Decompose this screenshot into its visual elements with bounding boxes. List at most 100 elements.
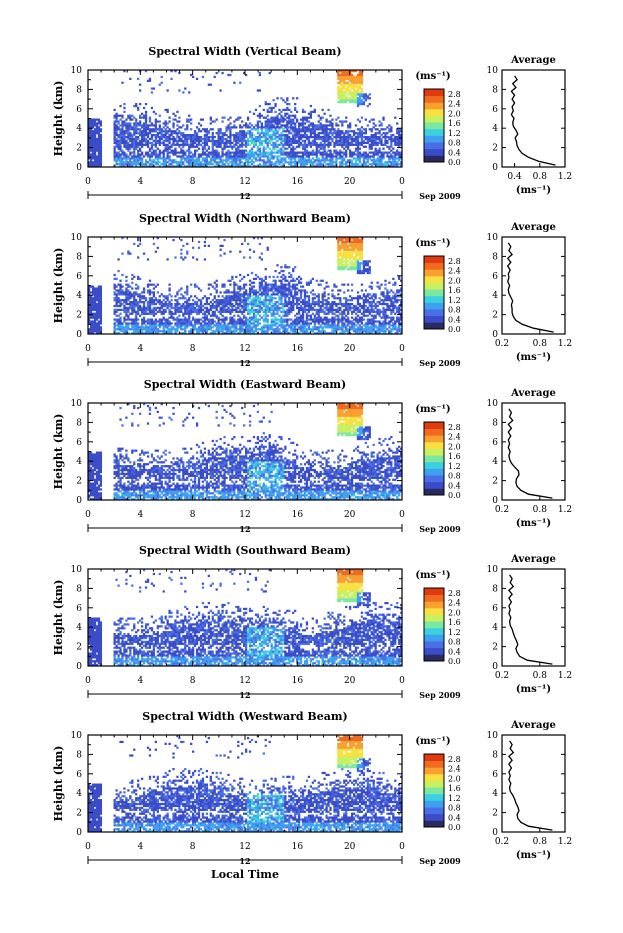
colorbar-tick-label: 1.6 bbox=[448, 452, 461, 461]
colorbar-tick-label: 1.6 bbox=[448, 119, 461, 128]
x-axis-label: Local Time bbox=[211, 868, 279, 881]
colorbar-swatch bbox=[424, 462, 444, 469]
average-title: Average bbox=[510, 55, 556, 66]
heatmap-cells bbox=[88, 237, 402, 334]
average-y-tick-label: 8 bbox=[492, 750, 498, 760]
colorbar-swatch bbox=[424, 468, 444, 475]
colorbar-swatch bbox=[424, 601, 444, 608]
colorbar-swatch bbox=[424, 283, 444, 290]
average-x-tick-label: 0.8 bbox=[533, 837, 548, 847]
average-y-tick-label: 2 bbox=[492, 643, 498, 653]
average-y-tick-label: 8 bbox=[492, 85, 498, 95]
y-axis-label: Height (km) bbox=[52, 248, 65, 324]
colorbar-swatch bbox=[424, 309, 444, 316]
x-tick-label: 0 bbox=[399, 676, 405, 686]
y-tick-label: 10 bbox=[71, 399, 83, 409]
x-tick-label: 20 bbox=[344, 510, 356, 520]
average-y-tick-label: 6 bbox=[492, 272, 498, 282]
colorbar-tick-label: 2.8 bbox=[448, 423, 461, 432]
y-axis-label: Height (km) bbox=[52, 414, 65, 490]
x-tick-label: 0 bbox=[399, 510, 405, 520]
y-tick-label: 4 bbox=[76, 789, 82, 799]
colorbar-tick-label: 0.4 bbox=[448, 315, 461, 324]
colorbar-swatch bbox=[424, 475, 444, 482]
colorbar-swatch bbox=[424, 621, 444, 628]
x-tick-label: 12 bbox=[239, 510, 250, 520]
x-tick-label: 8 bbox=[190, 177, 196, 187]
colorbar-swatch bbox=[424, 96, 444, 103]
average-y-tick-label: 2 bbox=[492, 311, 498, 321]
average-y-tick-label: 2 bbox=[492, 144, 498, 154]
heatmap-cells bbox=[88, 735, 402, 832]
average-x-tick-label: 0.8 bbox=[533, 339, 548, 349]
x-tick-label: 16 bbox=[292, 344, 304, 354]
x-tick-label: 20 bbox=[344, 842, 356, 852]
colorbar-swatch bbox=[424, 302, 444, 309]
y-tick-label: 4 bbox=[76, 291, 82, 301]
date-marker: 12 bbox=[239, 690, 250, 700]
x-tick-label: 0 bbox=[399, 842, 405, 852]
average-x-tick-label: 1.2 bbox=[558, 671, 572, 681]
average-y-tick-label: 10 bbox=[487, 66, 499, 76]
colorbar-swatch bbox=[424, 129, 444, 136]
date-marker: 12 bbox=[239, 358, 250, 368]
colorbar-tick-label: 1.2 bbox=[448, 296, 461, 305]
y-tick-label: 2 bbox=[76, 477, 82, 487]
y-tick-label: 6 bbox=[76, 105, 82, 115]
y-tick-label: 2 bbox=[76, 643, 82, 653]
average-x-tick-label: 0.2 bbox=[495, 339, 509, 349]
x-tick-label: 0 bbox=[399, 344, 405, 354]
colorbar-tick-label: 0.4 bbox=[448, 148, 461, 157]
colorbar-tick-label: 1.2 bbox=[448, 462, 461, 471]
colorbar-swatch bbox=[424, 800, 444, 807]
y-tick-label: 10 bbox=[71, 66, 83, 76]
y-tick-label: 6 bbox=[76, 438, 82, 448]
x-tick-label: 4 bbox=[137, 842, 143, 852]
x-tick-label: 0 bbox=[85, 510, 91, 520]
colorbar-swatch bbox=[424, 654, 444, 661]
colorbar-tick-label: 0.4 bbox=[448, 481, 461, 490]
average-x-tick-label: 0.2 bbox=[495, 505, 509, 515]
average-frame bbox=[502, 403, 565, 500]
average-y-tick-label: 10 bbox=[487, 731, 499, 741]
colorbar-tick-label: 1.2 bbox=[448, 794, 461, 803]
y-axis-label: Height (km) bbox=[52, 580, 65, 656]
average-profile-line bbox=[508, 243, 554, 332]
average-y-tick-label: 10 bbox=[487, 233, 499, 243]
x-tick-label: 16 bbox=[292, 177, 304, 187]
colorbar-swatch bbox=[424, 794, 444, 801]
date-label: Sep 2009 bbox=[419, 524, 461, 534]
y-tick-label: 0 bbox=[76, 330, 82, 340]
average-title: Average bbox=[510, 554, 556, 565]
colorbar-tick-label: 2.8 bbox=[448, 755, 461, 764]
average-x-label: (ms⁻¹) bbox=[516, 684, 551, 695]
y-tick-label: 6 bbox=[76, 604, 82, 614]
colorbar-swatch bbox=[424, 442, 444, 449]
average-y-tick-label: 6 bbox=[492, 604, 498, 614]
panel-title: Spectral Width (Vertical Beam) bbox=[148, 45, 341, 58]
colorbar-unit: (ms⁻¹) bbox=[415, 238, 450, 249]
y-tick-label: 4 bbox=[76, 457, 82, 467]
y-axis-label: Height (km) bbox=[52, 746, 65, 822]
y-tick-label: 0 bbox=[76, 828, 82, 838]
x-tick-label: 4 bbox=[137, 510, 143, 520]
x-tick-label: 0 bbox=[85, 842, 91, 852]
average-profile-line bbox=[509, 575, 553, 664]
average-y-tick-label: 6 bbox=[492, 438, 498, 448]
colorbar-tick-label: 0.8 bbox=[448, 638, 461, 647]
x-tick-label: 12 bbox=[239, 177, 250, 187]
average-title: Average bbox=[510, 222, 556, 233]
colorbar-tick-label: 1.2 bbox=[448, 628, 461, 637]
x-tick-label: 0 bbox=[85, 676, 91, 686]
colorbar-swatch bbox=[424, 774, 444, 781]
colorbar-swatch bbox=[424, 276, 444, 283]
colorbar-swatch bbox=[424, 435, 444, 442]
y-tick-label: 10 bbox=[71, 565, 83, 575]
average-profile-line bbox=[511, 76, 555, 165]
